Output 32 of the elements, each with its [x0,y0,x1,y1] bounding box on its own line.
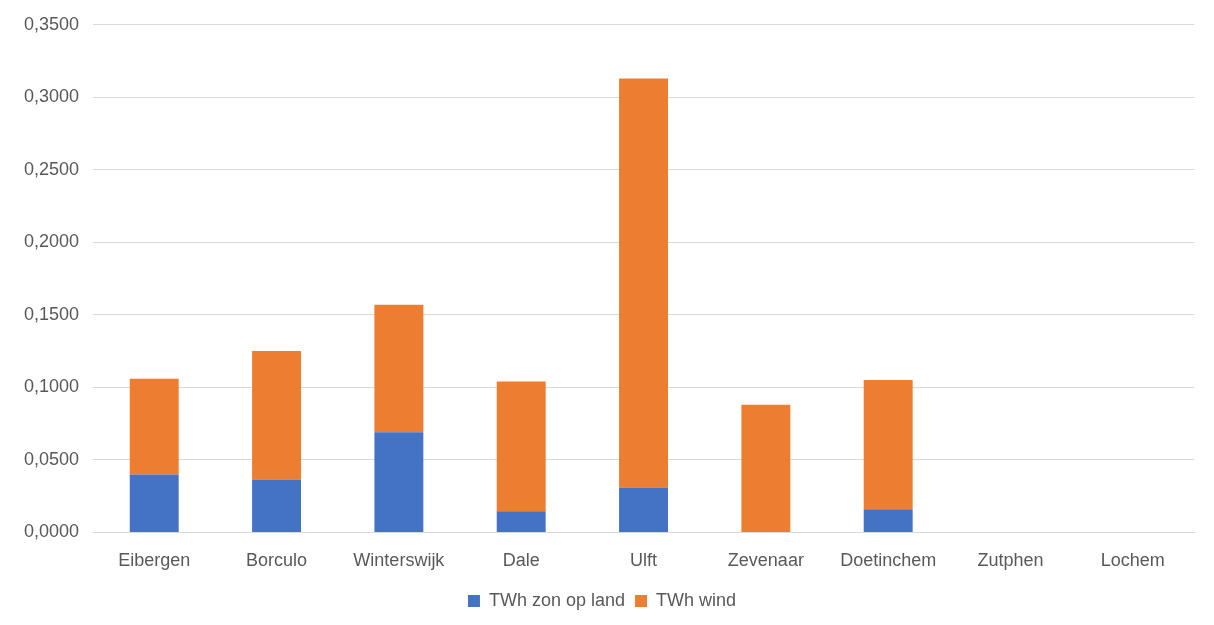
x-tick-label: Winterswijk [353,550,446,571]
bar [252,479,302,532]
y-tick-label: 0,1500 [23,303,80,324]
bar [863,509,913,532]
y-tick-label: 0,2500 [23,158,80,179]
x-tick-label: Lochem [1100,550,1165,571]
bar [863,380,913,510]
bar [619,487,668,532]
bar [252,351,302,480]
x-tick-label: Ulft [630,550,658,571]
y-tick-label: 0,0500 [23,448,80,469]
y-tick-label: 0,3500 [23,13,80,34]
y-tick-label: 0,0000 [23,521,80,542]
y-tick-label: 0,2000 [23,231,80,252]
legend-label: TWh zon op land [488,589,626,610]
bar [496,381,546,512]
bar [619,78,668,488]
x-tick-label: Eibergen [118,550,191,571]
x-tick-label: Zevenaar [727,550,804,571]
x-tick-label: Doetinchem [840,550,937,571]
bar [129,378,179,475]
y-tick-label: 0,3000 [23,86,80,107]
x-tick-label: Dale [502,550,540,571]
y-tick-label: 0,1000 [23,376,80,397]
bar [741,404,791,532]
bar [129,474,179,532]
legend-label: TWh wind [656,589,737,610]
bar [496,511,546,532]
bar [374,304,424,433]
x-tick-label: Zutphen [977,550,1044,571]
x-tick-label: Borculo [246,550,308,571]
bar [374,432,424,532]
